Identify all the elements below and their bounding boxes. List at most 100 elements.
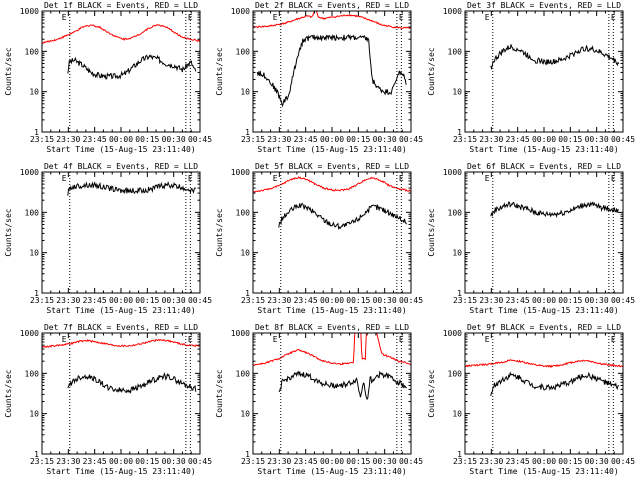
y-tick-label: 100 <box>25 369 40 378</box>
x-tick-label: 00:30 <box>585 135 609 144</box>
y-tick-label: 1 <box>457 128 462 137</box>
chart-title: Det 3f BLACK = Events, RED = LLD <box>467 1 621 10</box>
events-series-line <box>67 181 197 196</box>
x-tick-label: 00:15 <box>346 135 370 144</box>
x-tick-label: 23:15 <box>241 135 265 144</box>
events-series-line <box>67 54 197 80</box>
y-tick-label: 10 <box>29 410 39 419</box>
y-tick-label: 1 <box>34 128 39 137</box>
y-tick-label: 1000 <box>231 168 250 177</box>
events-series-line <box>67 372 197 394</box>
y-tick-label: 100 <box>448 47 463 56</box>
y-tick-label: 10 <box>240 88 250 97</box>
x-tick-label: 00:00 <box>109 457 133 466</box>
y-axis-label: Counts/sec <box>215 369 224 417</box>
chart-title: Det 9f BLACK = Events, RED = LLD <box>467 323 621 332</box>
events-series-line <box>490 44 620 71</box>
y-tick-label: 10 <box>29 88 39 97</box>
y-axis-label: Counts/sec <box>215 47 224 95</box>
x-tick-label: 23:45 <box>506 457 530 466</box>
chart-title: Det 1f BLACK = Events, RED = LLD <box>44 1 198 10</box>
x-tick-label: 00:15 <box>135 296 159 305</box>
x-tick-label: 23:15 <box>453 296 477 305</box>
x-tick-label: 23:15 <box>30 135 54 144</box>
x-tick-label: 23:15 <box>241 457 265 466</box>
event-marker-label: E <box>273 174 278 183</box>
x-tick-label: 23:15 <box>453 457 477 466</box>
x-tick-label: 00:30 <box>162 296 186 305</box>
series-group <box>253 333 411 401</box>
lld-series-line <box>253 11 411 30</box>
y-tick-label: 100 <box>25 208 40 217</box>
x-axis-label: Start Time (15-Aug-15 23:11:40) <box>257 306 406 315</box>
x-tick-label: 23:15 <box>30 296 54 305</box>
events-series-line <box>278 202 408 231</box>
panel-6: 1 10 100 1000 23:15 23:30 23:45 00:00 00:15 00:30… <box>427 162 635 315</box>
x-tick-label: 00:00 <box>532 457 556 466</box>
y-axis-label: Counts/sec <box>4 208 13 256</box>
x-tick-label: 23:30 <box>56 457 80 466</box>
x-tick-label: 00:30 <box>373 457 397 466</box>
series-group <box>465 358 623 397</box>
lld-series-line <box>42 158 200 161</box>
panel-7: 1 10 100 1000 23:15 23:30 23:45 00:00 00:15 00:30… <box>4 323 212 476</box>
x-tick-label: 23:30 <box>479 296 503 305</box>
y-tick-label: 1 <box>245 128 250 137</box>
panel-2: 1 10 100 1000 23:15 23:30 23:45 00:00 00:15 00:30… <box>215 1 423 154</box>
events-series-line <box>256 33 407 108</box>
x-tick-label: 23:30 <box>479 135 503 144</box>
x-tick-label: 00:15 <box>135 457 159 466</box>
y-tick-label: 100 <box>236 369 251 378</box>
panel-9: 1 10 100 1000 23:15 23:30 23:45 00:00 00:15 00:30… <box>427 323 635 476</box>
y-tick-label: 100 <box>448 208 463 217</box>
y-tick-label: 1000 <box>231 7 250 16</box>
plot-frame <box>252 10 412 133</box>
y-tick-label: 1 <box>34 450 39 459</box>
chart-title: Det 7f BLACK = Events, RED = LLD <box>44 323 198 332</box>
x-tick-label: 00:30 <box>162 135 186 144</box>
x-tick-label: 00:00 <box>109 135 133 144</box>
x-tick-label: 00:00 <box>109 296 133 305</box>
x-tick-label: 00:45 <box>611 457 635 466</box>
plot-frame <box>41 332 201 455</box>
x-tick-label: 23:45 <box>83 457 107 466</box>
y-tick-label: 1000 <box>20 329 39 338</box>
panel-1: 1 10 100 1000 23:15 23:30 23:45 00:00 00:15 00:30… <box>4 1 212 154</box>
x-tick-label: 23:45 <box>506 135 530 144</box>
x-tick-label: 00:30 <box>585 457 609 466</box>
event-marker-label: E <box>399 335 404 344</box>
series-group <box>253 11 411 108</box>
y-tick-label: 10 <box>452 249 462 258</box>
event-marker-label: E <box>611 174 616 183</box>
x-tick-label: 23:30 <box>267 296 291 305</box>
x-tick-label: 00:45 <box>611 296 635 305</box>
y-tick-label: 1000 <box>231 329 250 338</box>
x-tick-label: 00:45 <box>399 296 423 305</box>
event-marker-label: E <box>62 13 67 22</box>
y-tick-label: 1000 <box>443 7 462 16</box>
y-tick-label: 10 <box>452 410 462 419</box>
x-tick-label: 23:30 <box>56 296 80 305</box>
x-tick-label: 23:45 <box>506 296 530 305</box>
x-tick-label: 23:15 <box>30 457 54 466</box>
y-tick-label: 1 <box>457 289 462 298</box>
y-tick-label: 10 <box>29 249 39 258</box>
event-marker-label: E <box>485 13 490 22</box>
y-tick-label: 100 <box>236 208 251 217</box>
event-marker-label: E <box>188 174 193 183</box>
lld-series-line <box>253 333 411 367</box>
chart-title: Det 4f BLACK = Events, RED = LLD <box>44 162 198 171</box>
plot-frame <box>464 332 624 455</box>
y-tick-label: 1000 <box>443 168 462 177</box>
x-axis-label: Start Time (15-Aug-15 23:11:40) <box>46 306 195 315</box>
x-tick-label: 00:00 <box>532 296 556 305</box>
y-tick-label: 100 <box>236 47 251 56</box>
y-tick-label: 10 <box>240 249 250 258</box>
event-marker-label: E <box>611 335 616 344</box>
x-tick-label: 00:00 <box>320 296 344 305</box>
x-tick-label: 00:30 <box>373 135 397 144</box>
y-tick-label: 1000 <box>20 7 39 16</box>
y-tick-label: 1000 <box>20 168 39 177</box>
x-axis-label: Start Time (15-Aug-15 23:11:40) <box>46 145 195 154</box>
